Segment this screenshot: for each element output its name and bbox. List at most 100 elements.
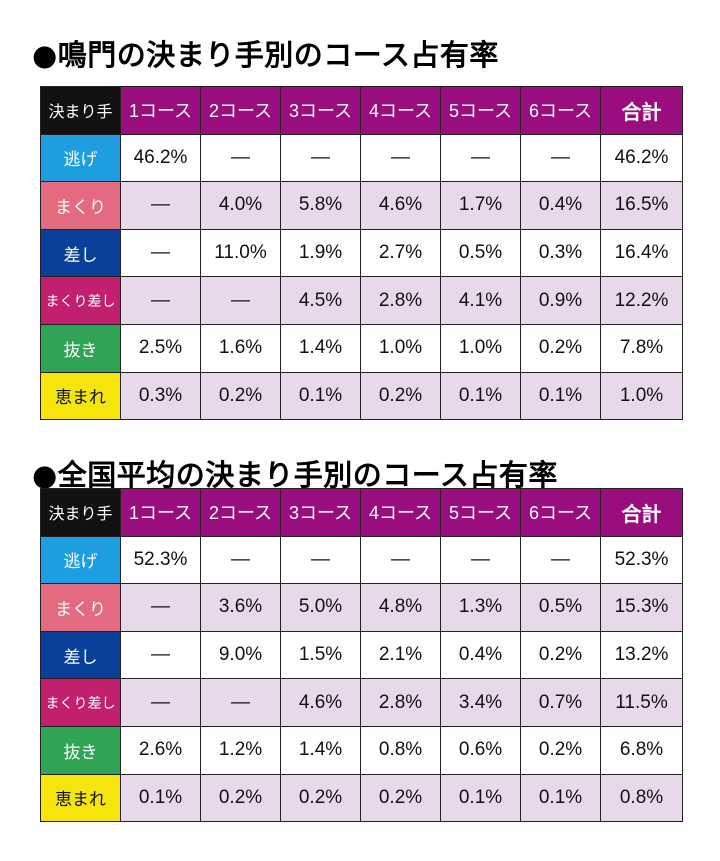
header-course-2: 2コース (201, 489, 281, 537)
table-cell-course-2: 4.0% (201, 182, 281, 230)
header-course-1: 1コース (121, 489, 201, 537)
table-cell-total: 16.4% (601, 229, 683, 278)
row-label-kimarite: 恵まれ (41, 774, 121, 823)
table-cell-course-5: — (441, 134, 521, 183)
row-label-kimarite: 抜き (41, 324, 121, 373)
header-corner-label: 決まり手 (41, 87, 121, 135)
table-cell-course-4: 0.2% (361, 774, 441, 823)
naruto-table-title: ●鳴門の決まり手別のコース占有率 (32, 38, 499, 72)
table-cell-total: 46.2% (601, 134, 683, 183)
table-cell-course-1: 0.1% (121, 774, 201, 823)
table-cell-course-6: 0.1% (521, 372, 601, 421)
table-cell-course-3: 1.9% (281, 229, 361, 278)
table-cell-course-2: 1.6% (201, 324, 281, 373)
table-cell-course-1: 0.3% (121, 372, 201, 421)
naruto-course-share-table: 決まり手 1コース 2コース 3コース 4コース 5コース 6コース 合計 逃げ 46.2% — — —… (40, 86, 683, 421)
table-cell-course-5: 0.4% (441, 631, 521, 680)
table-cell-course-6: — (521, 536, 601, 585)
table-cell-course-4: 4.8% (361, 584, 441, 632)
header-course-5: 5コース (441, 87, 521, 135)
table-cell-total: 52.3% (601, 536, 683, 585)
table-cell-total: 12.2% (601, 277, 683, 325)
header-total: 合計 (601, 489, 683, 537)
row-label-kimarite: まくり (41, 584, 121, 632)
table-cell-course-4: — (361, 134, 441, 183)
national-course-share-table: 決まり手 1コース 2コース 3コース 4コース 5コース 6コース 合計 逃げ 52.3% — — —… (40, 488, 683, 823)
table-cell-total: 13.2% (601, 631, 683, 680)
table-cell-course-1: 2.6% (121, 726, 201, 775)
table-cell-course-5: 1.7% (441, 182, 521, 230)
table-cell-course-2: 9.0% (201, 631, 281, 680)
header-course-6: 6コース (521, 489, 601, 537)
table-cell-course-2: — (201, 277, 281, 325)
table-cell-course-2: 11.0% (201, 229, 281, 278)
header-course-1: 1コース (121, 87, 201, 135)
table-cell-total: 15.3% (601, 584, 683, 632)
row-label-kimarite: まくり (41, 182, 121, 230)
table-cell-course-5: 1.3% (441, 584, 521, 632)
national-table-title: ●全国平均の決まり手別のコース占有率 (32, 458, 558, 492)
table-cell-course-6: 0.2% (521, 631, 601, 680)
table-cell-course-5: 0.1% (441, 774, 521, 823)
table-cell-course-5: 0.5% (441, 229, 521, 278)
table-cell-course-1: — (121, 277, 201, 325)
table-cell-total: 7.8% (601, 324, 683, 373)
table-cell-course-4: 0.2% (361, 372, 441, 421)
table-cell-course-1: 2.5% (121, 324, 201, 373)
row-label-kimarite: まくり差し (41, 679, 121, 727)
table-cell-course-3: 0.2% (281, 774, 361, 823)
row-label-kimarite: 差し (41, 631, 121, 680)
table-cell-course-1: — (121, 229, 201, 278)
table-cell-course-5: 0.1% (441, 372, 521, 421)
table-cell-course-1: — (121, 631, 201, 680)
row-label-kimarite: 逃げ (41, 536, 121, 585)
table-cell-course-6: 0.3% (521, 229, 601, 278)
table-cell-course-3: 1.5% (281, 631, 361, 680)
table-cell-course-3: 5.0% (281, 584, 361, 632)
table-cell-course-1: 46.2% (121, 134, 201, 183)
table-cell-total: 0.8% (601, 774, 683, 823)
header-course-2: 2コース (201, 87, 281, 135)
header-course-3: 3コース (281, 489, 361, 537)
header-course-4: 4コース (361, 87, 441, 135)
table-cell-course-6: 0.1% (521, 774, 601, 823)
row-label-kimarite: まくり差し (41, 277, 121, 325)
table-cell-course-5: — (441, 536, 521, 585)
row-label-kimarite: 差し (41, 229, 121, 278)
table-cell-course-3: 4.6% (281, 679, 361, 727)
table-cell-course-3: — (281, 134, 361, 183)
table-cell-course-6: 0.9% (521, 277, 601, 325)
table-cell-course-3: 4.5% (281, 277, 361, 325)
header-corner-label: 決まり手 (41, 489, 121, 537)
table-cell-course-2: — (201, 679, 281, 727)
table-cell-course-6: — (521, 134, 601, 183)
table-cell-total: 6.8% (601, 726, 683, 775)
table-cell-course-6: 0.7% (521, 679, 601, 727)
table-cell-course-5: 0.6% (441, 726, 521, 775)
table-cell-course-4: 2.1% (361, 631, 441, 680)
header-course-5: 5コース (441, 489, 521, 537)
table-cell-course-6: 0.2% (521, 726, 601, 775)
table-cell-course-3: 1.4% (281, 324, 361, 373)
table-cell-total: 16.5% (601, 182, 683, 230)
table-cell-total: 1.0% (601, 372, 683, 421)
table-cell-course-4: 1.0% (361, 324, 441, 373)
table-cell-course-2: 0.2% (201, 372, 281, 421)
table-cell-course-5: 3.4% (441, 679, 521, 727)
table-cell-course-2: 0.2% (201, 774, 281, 823)
table-cell-course-2: 1.2% (201, 726, 281, 775)
table-cell-course-4: 0.8% (361, 726, 441, 775)
table-cell-course-4: 4.6% (361, 182, 441, 230)
header-course-6: 6コース (521, 87, 601, 135)
table-cell-course-3: 5.8% (281, 182, 361, 230)
table-cell-course-6: 0.2% (521, 324, 601, 373)
table-cell-course-2: — (201, 536, 281, 585)
table-cell-course-4: 2.8% (361, 679, 441, 727)
table-cell-course-4: — (361, 536, 441, 585)
table-cell-course-4: 2.8% (361, 277, 441, 325)
table-cell-course-3: — (281, 536, 361, 585)
table-cell-course-1: — (121, 182, 201, 230)
table-cell-course-6: 0.4% (521, 182, 601, 230)
row-label-kimarite: 抜き (41, 726, 121, 775)
table-cell-course-3: 1.4% (281, 726, 361, 775)
